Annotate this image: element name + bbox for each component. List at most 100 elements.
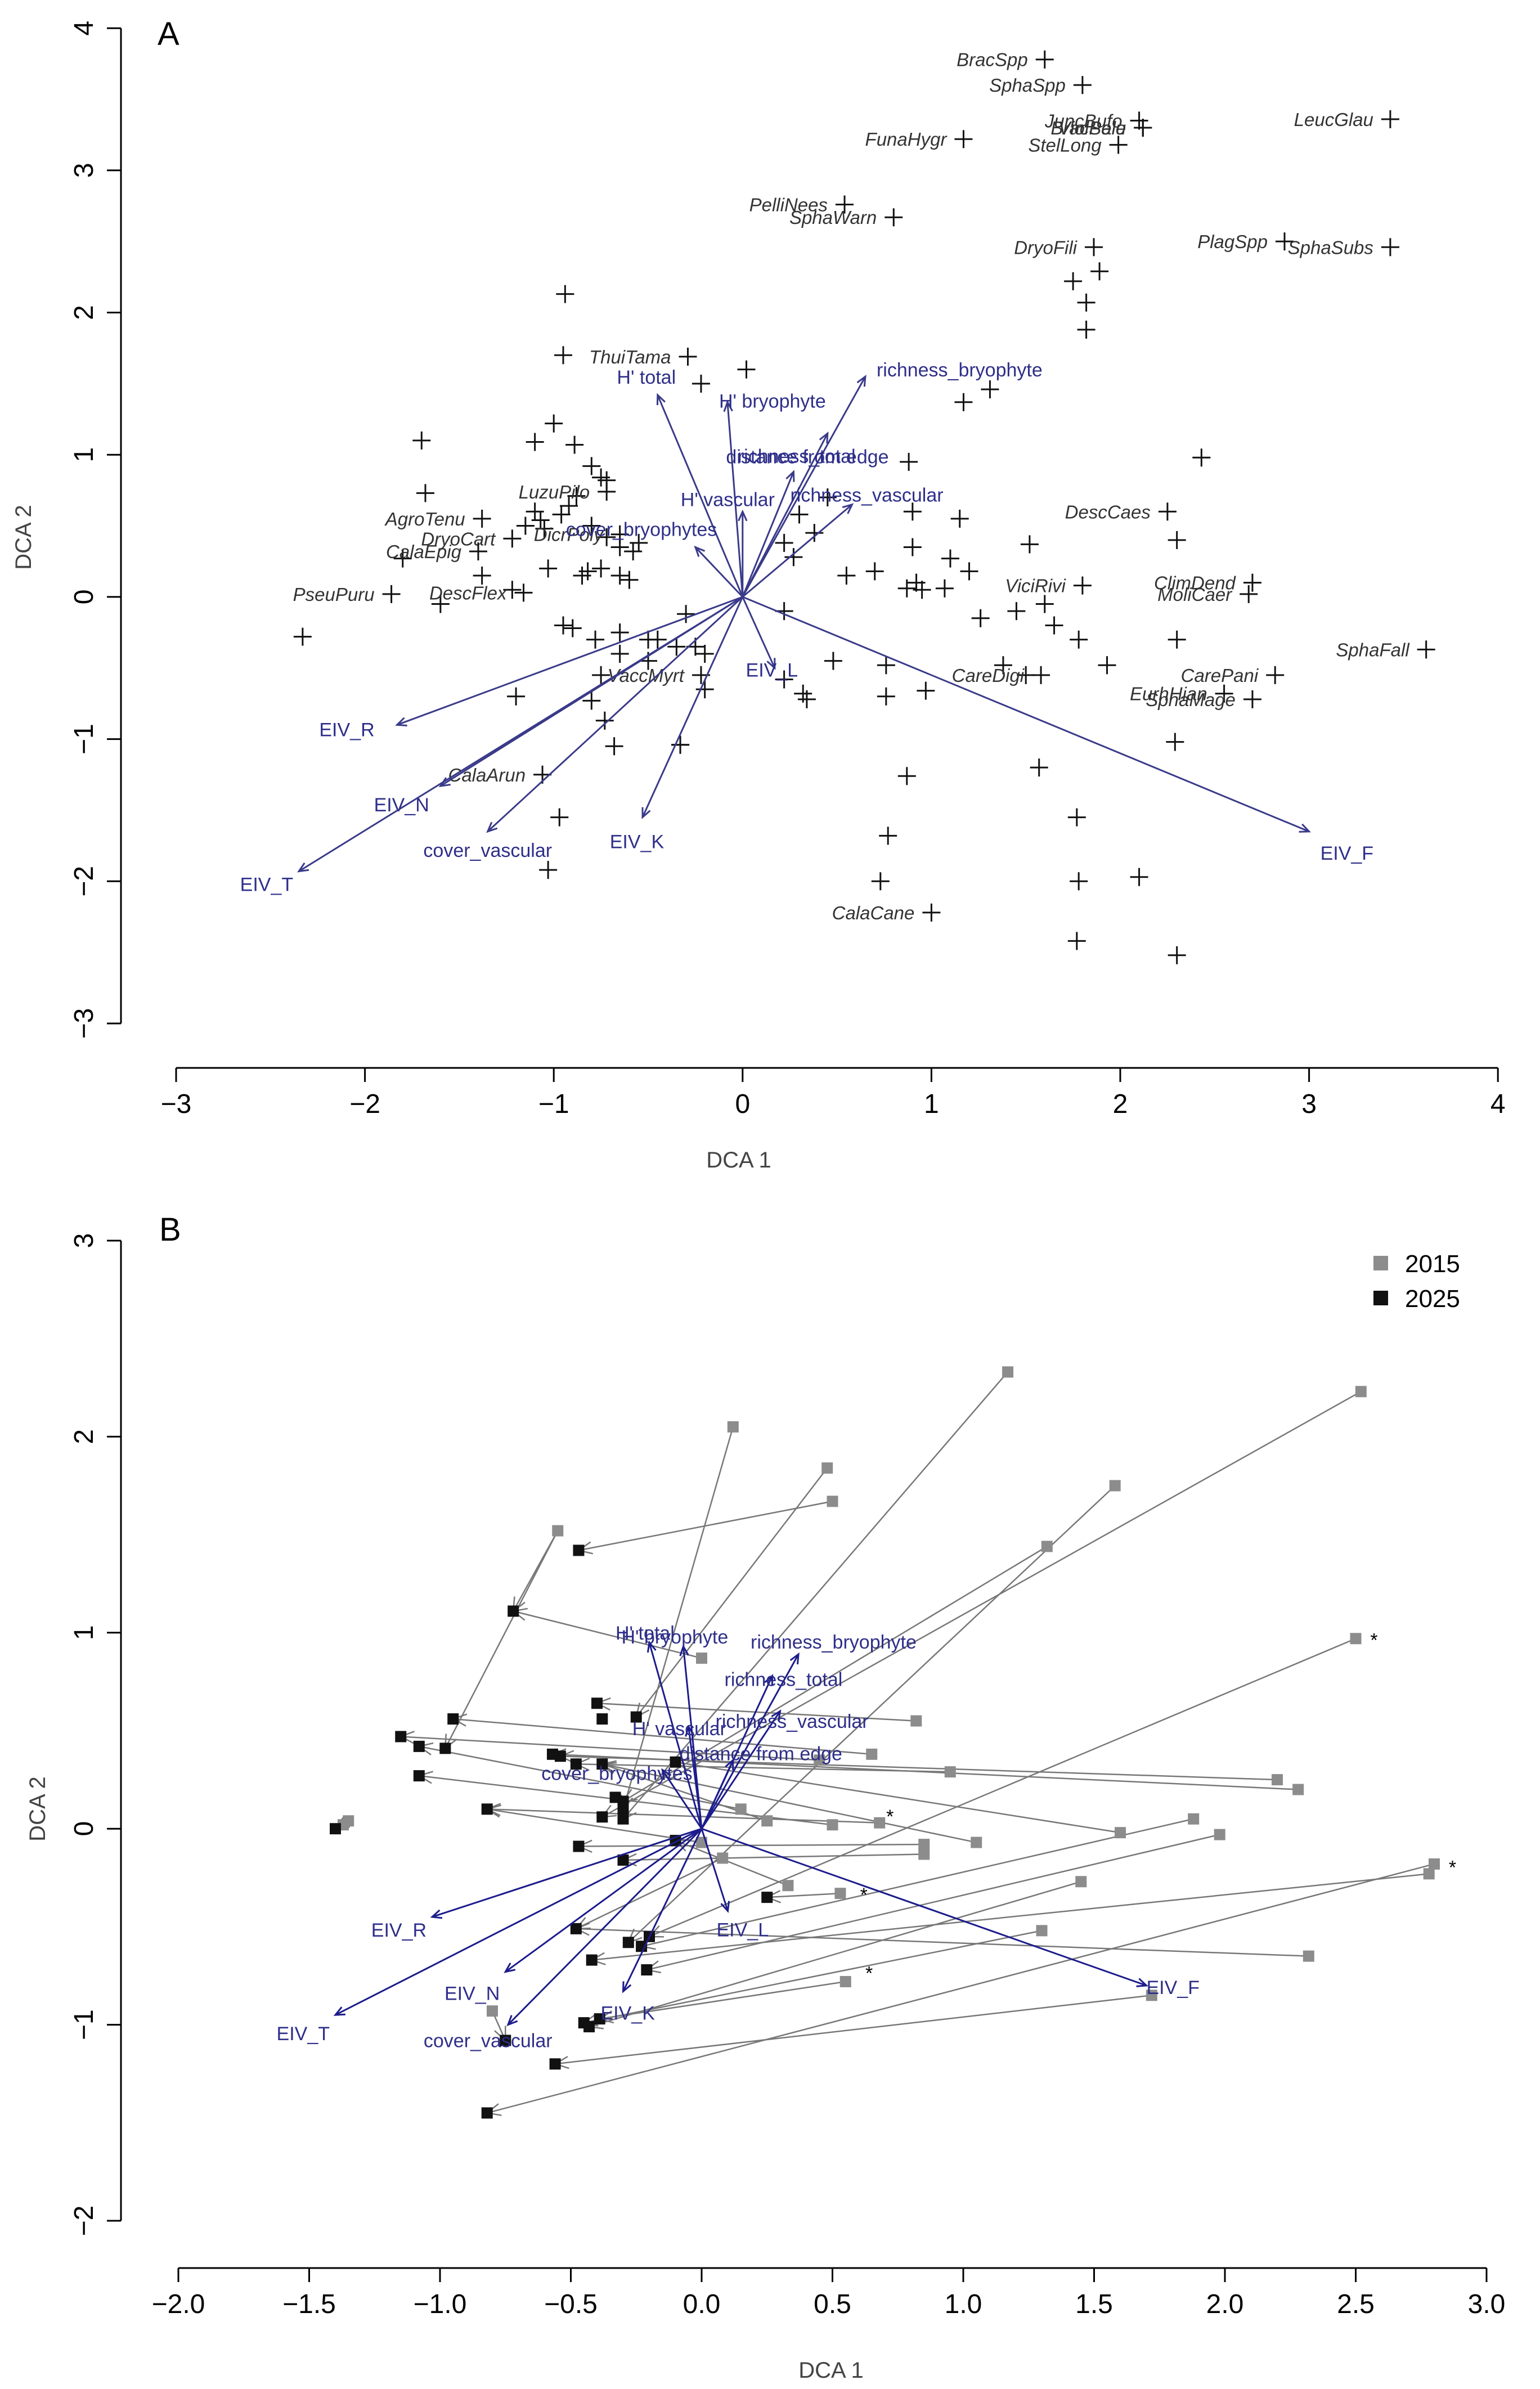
site-point (539, 861, 558, 879)
y-tick-label: 3 (69, 163, 99, 178)
y-tick-label: 0 (69, 1821, 99, 1836)
vector-label: EIV_K (610, 832, 665, 853)
site-point (592, 559, 610, 578)
vector-arrow (742, 433, 829, 598)
x-tick-label: −3 (161, 1089, 192, 1119)
vector-arrow-head (720, 1901, 730, 1914)
site-point (592, 666, 610, 684)
x-tick-label: 2.5 (1337, 2289, 1375, 2319)
site-point (1077, 320, 1095, 339)
trajectory-arrow (675, 1839, 788, 1887)
trajectory-arrow (576, 1928, 1309, 1957)
species-label: SphaFall (1336, 639, 1410, 660)
species-label: ViolPalu (1058, 118, 1126, 138)
vector-arrow-head (438, 777, 451, 787)
site-2015 (696, 1652, 707, 1664)
species-label: StelLong (1028, 134, 1102, 155)
species-point (473, 509, 491, 528)
site-2015 (1292, 1784, 1304, 1795)
species-label: CalaEpig (386, 541, 462, 562)
site-2025 (413, 1740, 425, 1752)
trajectory-arrow (555, 1995, 1152, 2065)
site-2015 (1109, 1480, 1121, 1492)
site-point (539, 559, 558, 578)
x-tick-label: 4 (1490, 1089, 1506, 1119)
panel-label: B (159, 1211, 181, 1248)
site-point (535, 519, 554, 538)
site-2015 (839, 1975, 851, 1987)
vector-label: EIV_R (319, 719, 374, 740)
site-point (565, 435, 584, 454)
panel-b: −2 −1 0 1 2 3 −2.0 −1.5 −1.0 −0.5 0.0 0.5 1.0 1.5 2.0 2… (25, 1211, 1505, 2383)
site-point (595, 711, 614, 730)
species-point (1243, 690, 1261, 708)
site-point (784, 548, 803, 567)
x-tick-label: 3.0 (1468, 2289, 1506, 2319)
site-2025 (622, 1937, 634, 1948)
y-axis-title: DCA 2 (25, 1776, 50, 1842)
trajectory-arrow (641, 1818, 1194, 1947)
site-point (1077, 293, 1095, 312)
vector-arrow (701, 1759, 734, 1829)
vector-arrow-head (430, 1909, 443, 1919)
species-label: SphaSubs (1288, 237, 1373, 258)
site-2025 (617, 1854, 629, 1866)
site-2025 (570, 1923, 582, 1934)
vector-arrow-head (679, 1644, 689, 1656)
vector-label: richness_vascular (716, 1711, 869, 1732)
site-point (1130, 868, 1148, 886)
species-label: FunaHygr (865, 129, 948, 150)
vector-arrow (505, 1827, 702, 1973)
site-point (941, 549, 959, 568)
species-point (954, 130, 973, 149)
species-label: MoliCaer (1157, 584, 1233, 605)
site-2015 (735, 1803, 747, 1815)
trajectory-arrow (622, 1371, 1008, 1820)
y-tick-label: 2 (69, 1429, 99, 1444)
site-2025 (596, 1713, 608, 1725)
site-point (695, 644, 714, 663)
species-label: JuncBufo (1044, 110, 1123, 131)
significance-star: * (1370, 1629, 1377, 1651)
site-point (897, 767, 916, 785)
site-2025 (500, 2035, 511, 2046)
site-point (582, 691, 601, 710)
site-2025 (596, 1758, 608, 1770)
site-point (1168, 946, 1186, 964)
species-point (610, 525, 629, 544)
vector-arrow-head (725, 1758, 734, 1771)
site-point (393, 549, 412, 568)
site-2015 (1115, 1827, 1126, 1839)
trajectory-arrow (767, 1892, 841, 1898)
vector-arrow-head (395, 717, 407, 727)
x-tick-label: 2 (1113, 1089, 1128, 1119)
site-2025 (594, 2013, 605, 2025)
vector-label: cover_bryophytes (566, 519, 717, 540)
trajectory-arrow (623, 1853, 924, 1861)
site-2015 (827, 1819, 838, 1831)
site-point (837, 566, 856, 585)
species-point (1381, 238, 1399, 257)
vector-arrow (507, 1828, 703, 2026)
site-point (677, 605, 695, 623)
vector-label: distance from edge (680, 1743, 842, 1764)
site-point (775, 533, 793, 552)
vector-label: EIV_K (601, 2002, 655, 2024)
x-tick-label: −2 (349, 1089, 380, 1119)
site-2015 (834, 1888, 846, 1899)
site-2025 (583, 2021, 595, 2033)
site-2015 (727, 1421, 739, 1432)
species-label: LeucGlau (1294, 109, 1373, 130)
site-2015 (918, 1848, 930, 1860)
vector-arrow-head (785, 470, 795, 482)
site-2025 (630, 1711, 642, 1723)
site-point (431, 595, 450, 613)
site-2015 (866, 1748, 878, 1760)
site-point (507, 687, 526, 706)
vector-label: distance from edge (726, 447, 888, 468)
x-tick-label: −1 (538, 1089, 569, 1119)
vector-arrow (726, 402, 744, 598)
species-label: DescFlex (429, 582, 508, 603)
y-tick-label: −2 (69, 2206, 99, 2237)
vector-label: richness_vascular (790, 485, 943, 506)
